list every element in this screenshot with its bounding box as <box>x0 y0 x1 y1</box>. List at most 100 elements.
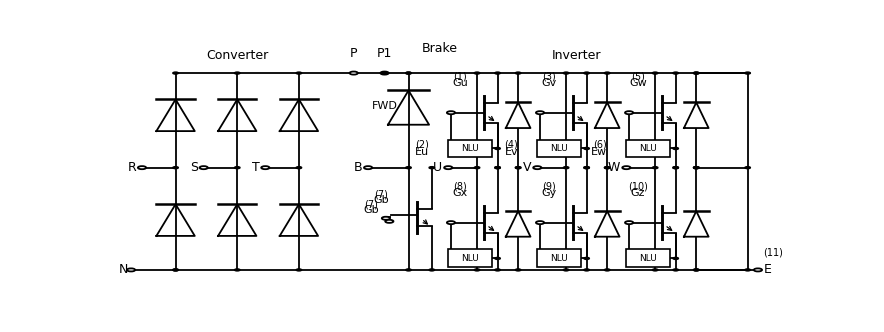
Circle shape <box>495 167 500 169</box>
Text: (11): (11) <box>764 247 783 257</box>
Text: NLU: NLU <box>461 254 479 263</box>
Circle shape <box>138 166 146 169</box>
Circle shape <box>625 111 633 114</box>
Circle shape <box>584 147 590 149</box>
Circle shape <box>475 269 480 271</box>
Text: U: U <box>433 161 442 174</box>
Circle shape <box>673 72 678 74</box>
Text: NLU: NLU <box>550 144 568 153</box>
Text: S: S <box>190 161 198 174</box>
Circle shape <box>406 72 411 74</box>
Text: (9): (9) <box>542 182 556 192</box>
Text: W: W <box>608 161 621 174</box>
Circle shape <box>536 221 545 224</box>
Text: Gb: Gb <box>373 195 389 205</box>
Circle shape <box>652 269 658 271</box>
FancyBboxPatch shape <box>626 139 670 157</box>
Circle shape <box>745 72 751 74</box>
Text: (7): (7) <box>364 200 377 210</box>
Circle shape <box>652 167 658 169</box>
Circle shape <box>694 72 699 74</box>
Circle shape <box>234 72 240 74</box>
Circle shape <box>447 221 455 224</box>
Text: NLU: NLU <box>461 144 479 153</box>
Circle shape <box>563 269 568 271</box>
Circle shape <box>563 167 568 169</box>
Text: P1: P1 <box>377 47 392 60</box>
Text: (3): (3) <box>542 72 556 82</box>
Text: R: R <box>128 161 136 174</box>
Circle shape <box>296 269 301 271</box>
Text: NLU: NLU <box>639 144 657 153</box>
Text: Gx: Gx <box>453 188 468 198</box>
Text: N: N <box>118 263 127 277</box>
Text: (4): (4) <box>505 140 518 150</box>
Circle shape <box>515 167 521 169</box>
Circle shape <box>694 72 699 74</box>
Text: Gy: Gy <box>541 188 557 198</box>
Circle shape <box>754 268 762 272</box>
Text: FWD: FWD <box>372 101 399 111</box>
Text: Converter: Converter <box>206 49 269 62</box>
Circle shape <box>200 166 208 169</box>
Circle shape <box>429 269 435 271</box>
Circle shape <box>515 72 521 74</box>
Circle shape <box>584 167 590 169</box>
Circle shape <box>173 269 179 271</box>
Text: (6): (6) <box>593 140 607 150</box>
Text: V: V <box>522 161 531 174</box>
Text: Ew: Ew <box>591 147 607 157</box>
Text: P: P <box>350 47 357 60</box>
Circle shape <box>447 111 455 114</box>
Circle shape <box>605 167 610 169</box>
Text: Gu: Gu <box>452 78 468 88</box>
Circle shape <box>173 167 179 169</box>
Circle shape <box>605 269 610 271</box>
Circle shape <box>262 166 270 169</box>
Circle shape <box>495 147 500 149</box>
Circle shape <box>673 257 678 259</box>
Circle shape <box>745 269 751 271</box>
Circle shape <box>745 167 751 169</box>
Text: Inverter: Inverter <box>552 49 601 62</box>
Circle shape <box>536 111 545 114</box>
Circle shape <box>673 167 678 169</box>
Circle shape <box>694 269 699 271</box>
Circle shape <box>429 167 435 169</box>
Circle shape <box>475 167 480 169</box>
Text: E: E <box>764 263 771 277</box>
FancyBboxPatch shape <box>537 249 581 267</box>
Circle shape <box>515 269 521 271</box>
FancyBboxPatch shape <box>447 139 492 157</box>
Circle shape <box>605 72 610 74</box>
Circle shape <box>406 167 411 169</box>
Circle shape <box>406 269 411 271</box>
Circle shape <box>625 221 633 224</box>
Text: (7): (7) <box>374 190 388 200</box>
Circle shape <box>495 269 500 271</box>
Text: Gb: Gb <box>363 205 378 215</box>
Circle shape <box>234 269 240 271</box>
Circle shape <box>296 167 301 169</box>
FancyBboxPatch shape <box>537 139 581 157</box>
Circle shape <box>385 220 393 223</box>
Circle shape <box>605 167 610 169</box>
Circle shape <box>380 71 389 75</box>
Circle shape <box>382 72 387 74</box>
FancyBboxPatch shape <box>626 249 670 267</box>
Text: Gv: Gv <box>541 78 557 88</box>
Text: Gw: Gw <box>629 78 647 88</box>
Circle shape <box>173 72 179 74</box>
Circle shape <box>515 167 521 169</box>
Text: NLU: NLU <box>550 254 568 263</box>
Text: B: B <box>354 161 362 174</box>
Circle shape <box>495 167 500 169</box>
FancyBboxPatch shape <box>447 249 492 267</box>
Circle shape <box>349 71 358 75</box>
Text: NLU: NLU <box>639 254 657 263</box>
Text: (5): (5) <box>631 72 645 82</box>
Circle shape <box>694 269 699 271</box>
Circle shape <box>622 166 630 169</box>
Text: (2): (2) <box>415 140 429 150</box>
Circle shape <box>444 166 453 169</box>
